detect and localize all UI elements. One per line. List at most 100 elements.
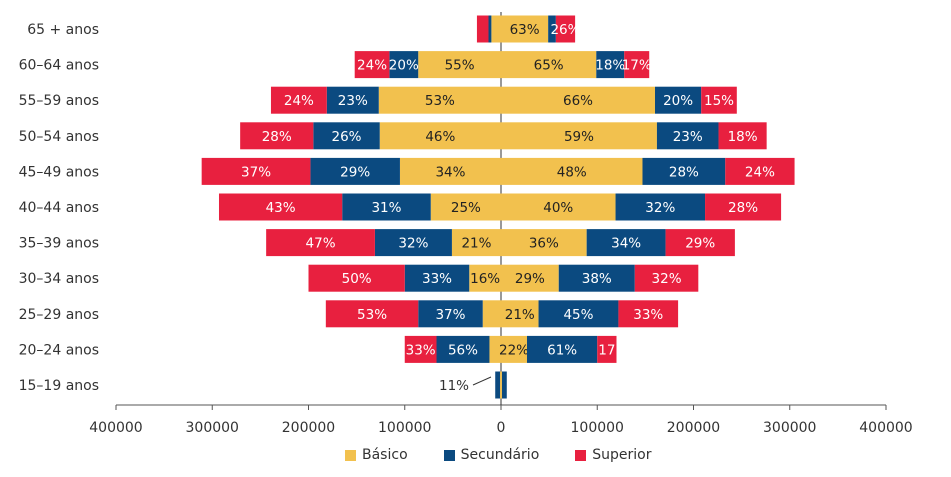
bar-right-basico: [501, 264, 559, 292]
data-label: 38%: [582, 271, 612, 287]
data-label: 24%: [745, 164, 775, 180]
bar-left-superior: [201, 157, 311, 185]
bar-left-basico: [489, 335, 501, 363]
category-label: 30–34 anos: [19, 271, 99, 287]
data-label: 28%: [669, 164, 699, 180]
category-label: 65 + anos: [27, 22, 99, 38]
bar-right-basico: [501, 335, 527, 363]
data-label: 65%: [534, 58, 564, 74]
bar-left-basico: [430, 193, 501, 221]
bar-right-superior: [634, 264, 699, 292]
bar-right-basico: [501, 229, 587, 257]
bar-left-basico: [491, 15, 501, 43]
x-tick-label: 200000: [667, 420, 720, 436]
data-label: 47%: [306, 236, 336, 252]
data-label: 50%: [342, 271, 372, 287]
category-label: 35–39 anos: [19, 236, 99, 252]
bar-right-secundario: [655, 86, 702, 114]
data-label: 37%: [435, 307, 465, 323]
bar-right-secundario: [526, 335, 598, 363]
data-label: 45%: [563, 307, 593, 323]
data-label: 59%: [564, 129, 594, 145]
legend-item-superior: Superior: [575, 447, 652, 463]
legend-swatch-secundario: [443, 449, 455, 461]
data-label: 20%: [663, 93, 693, 109]
bar-left-basico: [418, 51, 501, 79]
data-label: 33%: [422, 271, 452, 287]
legend-swatch-superior: [575, 449, 587, 461]
legend-label-superior: Superior: [592, 447, 652, 463]
data-label: 61%: [547, 342, 577, 358]
bar-left-superior: [325, 300, 419, 328]
bar-right-secundario: [642, 157, 726, 185]
legend-label-basico: Básico: [362, 447, 408, 463]
bar-left-basico: [451, 229, 501, 257]
category-label: 50–54 anos: [19, 129, 99, 145]
bar-right-secundario: [656, 122, 719, 150]
category-label: 15–19 anos: [19, 378, 99, 394]
bar-left-secundario: [313, 122, 380, 150]
bar-left-secundario: [495, 371, 501, 399]
bar-right-superior: [718, 122, 767, 150]
data-label: 18%: [595, 58, 625, 74]
x-tick-label: 300000: [186, 420, 239, 436]
data-label: 34%: [611, 236, 641, 252]
data-label: 63%: [510, 22, 540, 38]
bar-right-basico: [501, 122, 657, 150]
bar-right-basico: [501, 193, 616, 221]
bar-right-superior: [555, 15, 576, 43]
bar-right-superior: [665, 229, 735, 257]
data-label: 37%: [241, 164, 271, 180]
data-label: 32%: [645, 200, 675, 216]
x-tick-label: 0: [497, 420, 506, 436]
data-label: 43%: [266, 200, 296, 216]
bar-right-basico: [501, 15, 549, 43]
data-label: 26%: [332, 129, 362, 145]
data-label: 56%: [448, 342, 478, 358]
category-label: 60–64 anos: [19, 58, 99, 74]
bar-right-secundario: [558, 264, 635, 292]
category-label: 20–24 anos: [19, 342, 99, 358]
bar-right-superior: [705, 193, 782, 221]
bar-right-secundario: [596, 51, 625, 79]
bar-right-superior: [701, 86, 737, 114]
bar-left-superior: [270, 86, 327, 114]
data-label: 21%: [505, 307, 535, 323]
category-label: 25–29 anos: [19, 307, 99, 323]
bar-left-basico: [482, 300, 501, 328]
x-tick-label: 400000: [859, 420, 912, 436]
x-tick-label: 100000: [571, 420, 624, 436]
data-label: 32%: [652, 271, 682, 287]
bar-right-secundario: [501, 371, 507, 399]
data-label: 29%: [515, 271, 545, 287]
bar-left-superior: [354, 51, 390, 79]
bar-left-basico: [500, 371, 501, 399]
data-label: 31%: [371, 200, 401, 216]
bar-left-secundario: [488, 15, 492, 43]
data-label: 15%: [704, 93, 734, 109]
data-label: 48%: [557, 164, 587, 180]
bar-right-secundario: [538, 300, 619, 328]
bar-left-secundario: [436, 335, 490, 363]
bar-left-secundario: [418, 300, 483, 328]
data-label: 24%: [357, 58, 387, 74]
bar-right-superior: [624, 51, 650, 79]
category-label: 40–44 anos: [19, 200, 99, 216]
data-label: 17: [598, 342, 615, 358]
bar-right-secundario: [548, 15, 556, 43]
bar-left-secundario: [310, 157, 400, 185]
data-label: 18%: [728, 129, 758, 145]
bar-left-basico: [469, 264, 501, 292]
data-label: 29%: [685, 236, 715, 252]
data-label: 21%: [461, 236, 491, 252]
bar-right-secundario: [615, 193, 706, 221]
leader-line: [472, 376, 492, 386]
bar-right-superior: [618, 300, 679, 328]
data-label: 22%: [499, 342, 529, 358]
legend-swatch-basico: [345, 449, 356, 461]
bar-right-basico: [501, 157, 643, 185]
data-label: 25%: [451, 200, 481, 216]
bar-right-superior: [725, 157, 795, 185]
legend-item-secundario: Secundário: [443, 447, 539, 463]
